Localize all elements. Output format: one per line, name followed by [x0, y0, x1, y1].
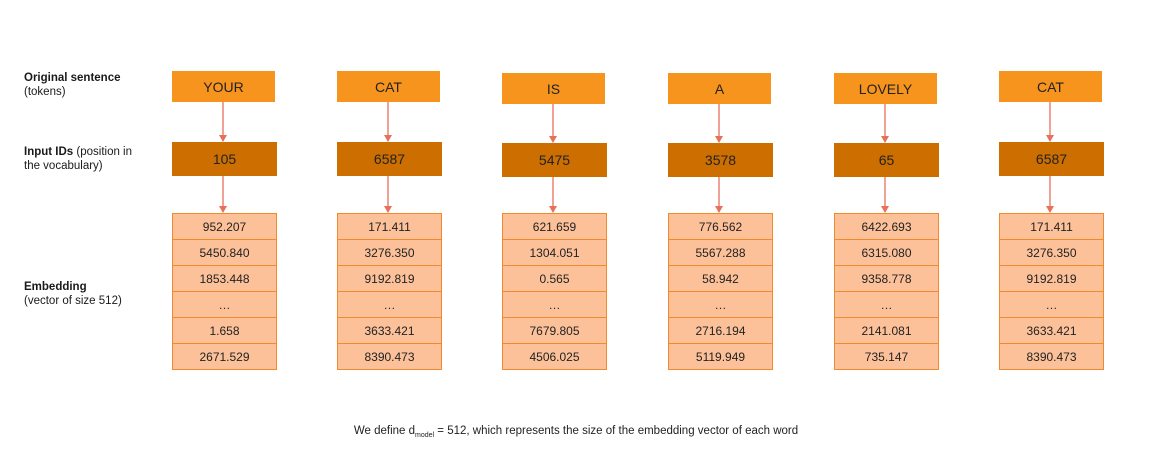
token-box: IS	[502, 73, 605, 104]
embedding-value: 8390.473	[1000, 344, 1103, 369]
embedding-value: 2671.529	[173, 344, 276, 369]
footnote: We define dmodel = 512, which represents…	[0, 425, 1152, 439]
embedding-value: 0.565	[503, 266, 606, 292]
embedding-value: 171.411	[1000, 214, 1103, 240]
embedding-value: 4506.025	[503, 344, 606, 369]
embedding-value: 5450.840	[173, 240, 276, 266]
embedding-value: 2716.194	[669, 318, 772, 344]
embedding-value: 171.411	[338, 214, 441, 240]
embedding-value: 58.942	[669, 266, 772, 292]
embedding-value: 6422.693	[835, 214, 938, 240]
embedding-value: …	[503, 292, 606, 318]
embedding-value: 6315.080	[835, 240, 938, 266]
embedding-value: 1304.051	[503, 240, 606, 266]
token-box: LOVELY	[834, 73, 937, 104]
embedding-value: 3633.421	[1000, 318, 1103, 344]
embedding-value: 5119.949	[669, 344, 772, 369]
input-id-box: 6587	[999, 142, 1104, 176]
embedding-value: 2141.081	[835, 318, 938, 344]
embedding-value: …	[669, 292, 772, 318]
embedding-value: …	[173, 292, 276, 318]
input-id-box: 105	[172, 142, 277, 176]
row-label-original-sentence: Original sentence (tokens)	[24, 71, 121, 99]
embedding-vector: 171.411 3276.350 9192.819… 3633.421 8390.473	[337, 213, 442, 370]
embedding-value: 9358.778	[835, 266, 938, 292]
embedding-value: 735.147	[835, 344, 938, 369]
embedding-value: 5567.288	[669, 240, 772, 266]
input-id-box: 65	[834, 143, 939, 177]
input-id-box: 3578	[668, 143, 773, 177]
embedding-vector: 621.659 1304.051 0.565… 7679.805 4506.025	[502, 213, 607, 370]
embedding-value: 952.207	[173, 214, 276, 240]
input-ids-subtitle-2: the vocabulary)	[24, 160, 103, 172]
embedding-value: …	[1000, 292, 1103, 318]
embedding-title: Embedding	[24, 281, 87, 293]
embedding-value: …	[835, 292, 938, 318]
embedding-value: 1.658	[173, 318, 276, 344]
row-label-input-ids: Input IDs (position in the vocabulary)	[24, 145, 132, 173]
input-id-box: 6587	[337, 142, 442, 176]
embedding-vector: 952.207 5450.840 1853.448… 1.658 2671.529	[172, 213, 277, 370]
token-box: A	[668, 73, 771, 104]
row-label-embedding: Embedding (vector of size 512)	[24, 280, 122, 308]
token-box: YOUR	[172, 71, 275, 102]
embedding-value: 3276.350	[338, 240, 441, 266]
footnote-suffix: = 512, which represents the size of the …	[434, 425, 799, 437]
embedding-value: 3276.350	[1000, 240, 1103, 266]
embedding-value: …	[338, 292, 441, 318]
embedding-vector: 6422.693 6315.080 9358.778… 2141.081 735.147	[834, 213, 939, 370]
embedding-value: 9192.819	[338, 266, 441, 292]
embedding-value: 8390.473	[338, 344, 441, 369]
embedding-vector: 171.411 3276.350 9192.819… 3633.421 8390.473	[999, 213, 1104, 370]
embedding-value: 9192.819	[1000, 266, 1103, 292]
embedding-subtitle: (vector of size 512)	[24, 295, 122, 307]
embedding-value: 621.659	[503, 214, 606, 240]
token-box: CAT	[337, 71, 440, 102]
token-box: CAT	[999, 71, 1102, 102]
embedding-vector: 776.562 5567.288 58.942… 2716.194 5119.949	[668, 213, 773, 370]
footnote-subscript: model	[415, 432, 435, 439]
original-sentence-title: Original sentence	[24, 72, 121, 84]
input-ids-title: Input IDs	[24, 146, 74, 158]
embedding-value: 7679.805	[503, 318, 606, 344]
footnote-prefix: We define d	[353, 425, 416, 437]
input-id-box: 5475	[502, 143, 607, 177]
embedding-value: 3633.421	[338, 318, 441, 344]
original-sentence-subtitle: (tokens)	[24, 86, 66, 98]
input-ids-subtitle-1: (position in	[73, 146, 133, 158]
embedding-value: 776.562	[669, 214, 772, 240]
embedding-value: 1853.448	[173, 266, 276, 292]
